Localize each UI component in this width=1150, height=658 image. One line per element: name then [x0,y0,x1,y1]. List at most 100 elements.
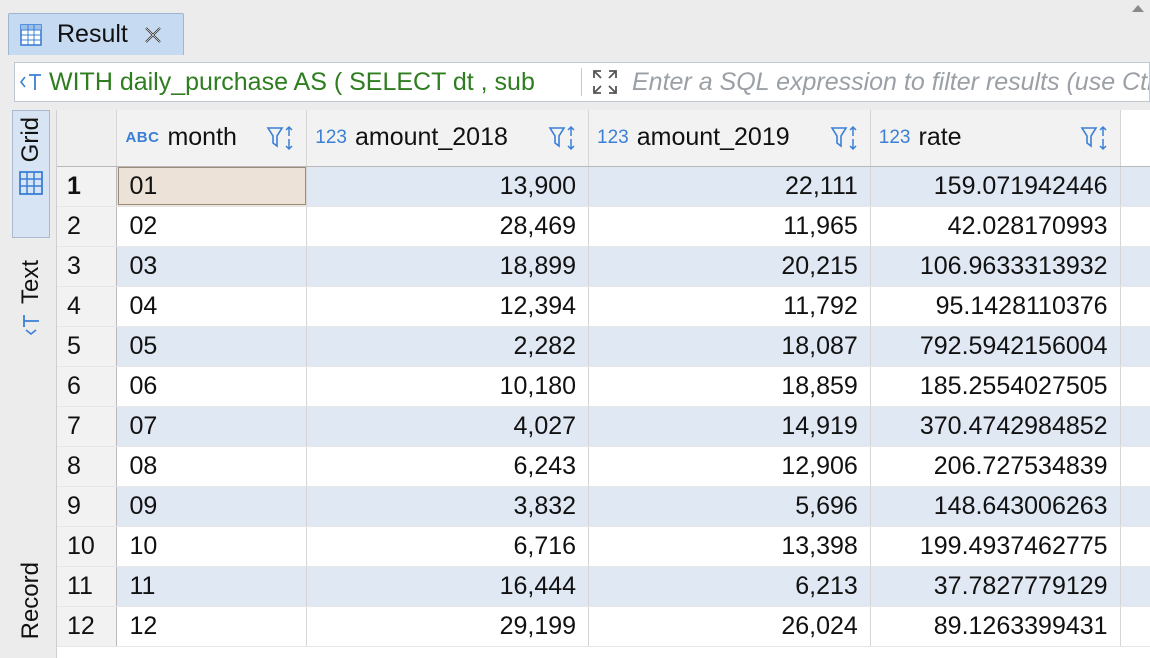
table-cell-rate[interactable]: 106.9633313932 [870,246,1121,287]
column-header-amount-2019[interactable]: 123 amount_2019 [588,110,871,167]
table-cell-rate[interactable]: 37.7827779129 [870,566,1121,607]
column-name: rate [918,123,962,152]
query-text[interactable]: WITH daily_purchase AS ( SELECT dt , sub [49,67,535,96]
row-number[interactable]: 6 [57,366,118,407]
table-row[interactable]: 3 03 18,899 20,215 106.9633313932 [57,246,1150,287]
table-row[interactable]: 10 10 6,716 13,398 199.4937462775 [57,526,1150,567]
table-cell-amount-2019[interactable]: 5,696 [588,486,871,527]
table-row[interactable]: 6 06 10,180 18,859 185.2554027505 [57,366,1150,407]
table-cell-rate[interactable]: 185.2554027505 [870,366,1121,407]
table-row[interactable]: 5 05 2,282 18,087 792.5942156004 [57,326,1150,367]
table-cell-amount-2019[interactable]: 12,906 [588,446,871,487]
column-filter-icon[interactable] [1078,122,1112,154]
table-cell-rate[interactable]: 792.5942156004 [870,326,1121,367]
column-header-month[interactable]: ABC month [116,110,308,167]
table-cell-amount-2018[interactable]: 28,469 [306,206,590,247]
text-view-tab[interactable]: Text [12,260,50,356]
table-cell-amount-2019[interactable]: 11,792 [588,286,871,327]
table-cell-amount-2018[interactable]: 18,899 [306,246,590,287]
table-row[interactable]: 2 02 28,469 11,965 42.028170993 [57,206,1150,247]
row-number[interactable]: 1 [57,166,118,207]
row-number[interactable]: 11 [57,566,118,607]
table-cell-amount-2019[interactable]: 18,859 [588,366,871,407]
table-row[interactable]: 4 04 12,394 11,792 95.1428110376 [57,286,1150,327]
table-cell-month[interactable]: 01 [116,166,308,207]
table-row[interactable]: 9 09 3,832 5,696 148.643006263 [57,486,1150,527]
table-cell-rate[interactable]: 42.028170993 [870,206,1121,247]
table-cell-amount-2019[interactable]: 26,024 [588,606,871,647]
table-row[interactable]: 12 12 29,199 26,024 89.1263399431 [57,606,1150,647]
table-row[interactable]: 8 08 6,243 12,906 206.727534839 [57,446,1150,487]
table-cell-month[interactable]: 12 [116,606,308,647]
column-header-rate[interactable]: 123 rate [870,110,1121,167]
close-icon[interactable] [142,24,164,46]
table-cell-month[interactable]: 05 [116,326,308,367]
row-number[interactable]: 7 [57,406,118,447]
table-cell-month[interactable]: 07 [116,406,308,447]
column-filter-icon[interactable] [828,122,862,154]
table-cell-rate[interactable]: 370.4742984852 [870,406,1121,447]
table-cell-rate[interactable]: 148.643006263 [870,486,1121,527]
table-cell-amount-2018[interactable]: 2,282 [306,326,590,367]
row-number[interactable]: 5 [57,326,118,367]
row-number[interactable]: 4 [57,286,118,327]
table-cell-month[interactable]: 04 [116,286,308,327]
table-cell-amount-2019[interactable]: 6,213 [588,566,871,607]
row-number[interactable]: 3 [57,246,118,287]
grid-table-icon [17,21,45,49]
table-cell-rate[interactable]: 206.727534839 [870,446,1121,487]
row-number[interactable]: 9 [57,486,118,527]
table-cell-amount-2018[interactable]: 4,027 [306,406,590,447]
table-cell-amount-2018[interactable]: 10,180 [306,366,590,407]
results-table: ABC month 123 amount_2018 123 amount_2019 1… [57,110,1150,647]
table-cell-amount-2018[interactable]: 3,832 [306,486,590,527]
text-view-icon [20,312,42,341]
select-all-corner[interactable] [57,110,118,167]
table-cell-amount-2019[interactable]: 13,398 [588,526,871,567]
table-cell-amount-2018[interactable]: 13,900 [306,166,590,207]
table-row[interactable]: 7 07 4,027 14,919 370.4742984852 [57,406,1150,447]
filter-input[interactable] [632,67,1149,97]
table-cell-month[interactable]: 06 [116,366,308,407]
expand-icon[interactable] [588,65,622,99]
table-cell-amount-2019[interactable]: 18,087 [588,326,871,367]
table-row[interactable]: 1 01 13,900 22,111 159.071942446 [57,166,1150,207]
row-number[interactable]: 8 [57,446,118,487]
row-filler [1120,486,1150,527]
grid-view-label: Grid [17,117,44,163]
column-header-amount-2018[interactable]: 123 amount_2018 [306,110,590,167]
table-cell-amount-2018[interactable]: 16,444 [306,566,590,607]
column-name: amount_2018 [354,123,508,152]
row-number[interactable]: 2 [57,206,118,247]
column-filter-icon[interactable] [546,122,580,154]
grid-view-tab[interactable]: Grid [12,110,50,238]
result-tab[interactable]: Result [8,13,184,55]
row-filler [1120,206,1150,247]
table-cell-amount-2018[interactable]: 29,199 [306,606,590,647]
record-view-tab[interactable]: Record [12,562,50,658]
table-cell-rate[interactable]: 89.1263399431 [870,606,1121,647]
table-cell-month[interactable]: 09 [116,486,308,527]
row-number[interactable]: 10 [57,526,118,567]
row-filler [1120,326,1150,367]
column-filter-icon[interactable] [264,122,298,154]
table-cell-amount-2018[interactable]: 12,394 [306,286,590,327]
table-row[interactable]: 11 11 16,444 6,213 37.7827779129 [57,566,1150,607]
row-number[interactable]: 12 [57,606,118,647]
table-cell-month[interactable]: 10 [116,526,308,567]
table-cell-month[interactable]: 11 [116,566,308,607]
row-filler [1120,286,1150,327]
table-cell-rate[interactable]: 199.4937462775 [870,526,1121,567]
table-cell-amount-2019[interactable]: 20,215 [588,246,871,287]
table-cell-rate[interactable]: 159.071942446 [870,166,1121,207]
table-cell-month[interactable]: 03 [116,246,308,287]
table-cell-month[interactable]: 08 [116,446,308,487]
table-cell-month[interactable]: 02 [116,206,308,247]
table-cell-amount-2018[interactable]: 6,716 [306,526,590,567]
table-cell-amount-2019[interactable]: 14,919 [588,406,871,447]
table-cell-rate[interactable]: 95.1428110376 [870,286,1121,327]
maximize-icon[interactable] [1132,5,1144,12]
table-cell-amount-2018[interactable]: 6,243 [306,446,590,487]
table-cell-amount-2019[interactable]: 22,111 [588,166,871,207]
table-cell-amount-2019[interactable]: 11,965 [588,206,871,247]
